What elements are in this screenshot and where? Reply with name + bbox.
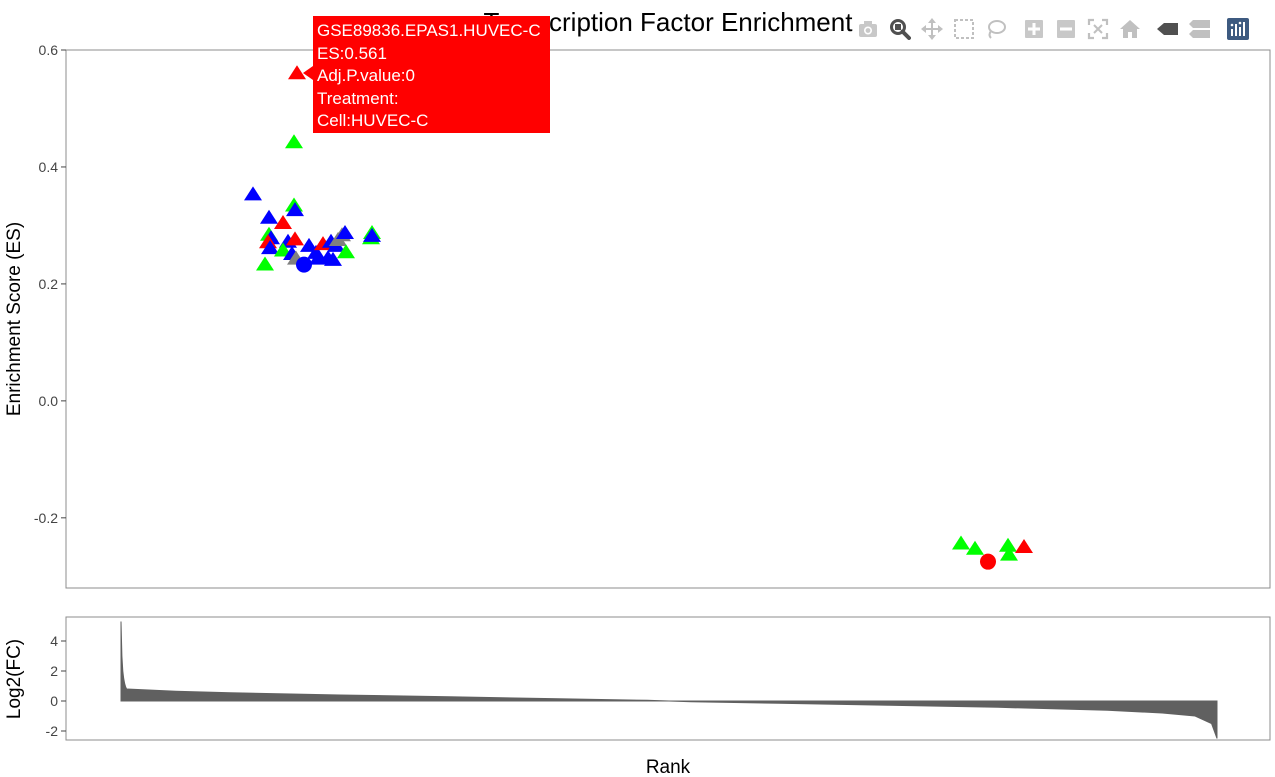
data-point[interactable] xyxy=(980,553,996,570)
data-point[interactable] xyxy=(274,215,292,230)
main-y-axis-title: Enrichment Score (ES) xyxy=(4,222,25,416)
data-point[interactable] xyxy=(300,237,318,252)
tooltip-line-pvalue: Adj.P.value:0 xyxy=(317,66,415,85)
data-point[interactable] xyxy=(288,65,306,80)
data-point[interactable] xyxy=(286,202,304,217)
data-point[interactable] xyxy=(285,134,303,149)
main-y-tick-label: 0.6 xyxy=(39,42,59,58)
main-plot-frame xyxy=(65,49,1271,589)
main-y-tick-label: 0.4 xyxy=(39,159,59,175)
camera-icon[interactable] xyxy=(852,14,884,44)
modebar xyxy=(852,14,1254,44)
rank-x-axis-title: Rank xyxy=(646,757,691,777)
data-point[interactable] xyxy=(324,251,342,266)
data-point[interactable] xyxy=(261,240,279,255)
hover-closest-icon[interactable] xyxy=(1152,14,1184,44)
rank-y-tick-label: 0 xyxy=(50,693,58,709)
data-point[interactable] xyxy=(966,540,984,555)
main-y-axis: 0.6 0.4 0.2 0.0 -0.2 xyxy=(34,42,66,526)
data-point[interactable] xyxy=(286,231,304,246)
data-point[interactable] xyxy=(260,209,278,224)
tooltip-line-id: GSE89836.EPAS1.HUVEC-C xyxy=(317,21,541,40)
zoom-icon[interactable] xyxy=(884,14,916,44)
tooltip-line-es: ES:0.561 xyxy=(317,43,387,63)
rank-plot-frame xyxy=(65,616,1271,741)
main-y-tick-label: 0.0 xyxy=(39,393,59,409)
data-point[interactable] xyxy=(363,227,381,242)
tooltip-line-treatment: Treatment: xyxy=(317,88,399,108)
zoom-in-icon[interactable] xyxy=(1018,14,1050,44)
tooltip-pointer xyxy=(303,66,313,80)
autoscale-icon[interactable] xyxy=(1082,14,1114,44)
main-y-tick-label: 0.2 xyxy=(39,276,59,292)
zoom-out-icon[interactable] xyxy=(1050,14,1082,44)
data-point[interactable] xyxy=(244,186,262,201)
lasso-icon[interactable] xyxy=(980,14,1012,44)
main-y-tick-label: -0.2 xyxy=(34,510,58,526)
plotly-logo-icon[interactable] xyxy=(1222,14,1254,44)
rank-y-axis: 4 2 0 -2 xyxy=(46,633,66,739)
reset-axes-icon[interactable] xyxy=(1114,14,1146,44)
pan-icon[interactable] xyxy=(916,14,948,44)
hover-tooltip: GSE89836.EPAS1.HUVEC-C ES:0.561 Adj.P.va… xyxy=(313,16,550,133)
rank-area-series xyxy=(120,621,1218,739)
tooltip-line-cell: Cell:HUVEC-C xyxy=(317,111,429,130)
data-point[interactable] xyxy=(1015,538,1033,553)
main-scatter-series[interactable] xyxy=(244,65,1033,570)
data-point[interactable] xyxy=(336,224,354,239)
rank-y-tick-label: 2 xyxy=(50,663,58,679)
data-point[interactable] xyxy=(952,535,970,550)
data-point[interactable] xyxy=(337,244,355,259)
log2fc-area xyxy=(120,621,1218,739)
rank-y-tick-label: 4 xyxy=(50,633,58,649)
data-point[interactable] xyxy=(256,256,274,271)
data-point[interactable] xyxy=(999,537,1017,552)
rank-y-tick-label: -2 xyxy=(46,723,59,739)
data-point[interactable] xyxy=(274,242,292,257)
hover-compare-icon[interactable] xyxy=(1184,14,1216,44)
box-select-icon[interactable] xyxy=(948,14,980,44)
data-point[interactable] xyxy=(296,256,312,273)
data-point[interactable] xyxy=(1000,546,1018,561)
rank-y-axis-title: Log2(FC) xyxy=(4,639,25,719)
